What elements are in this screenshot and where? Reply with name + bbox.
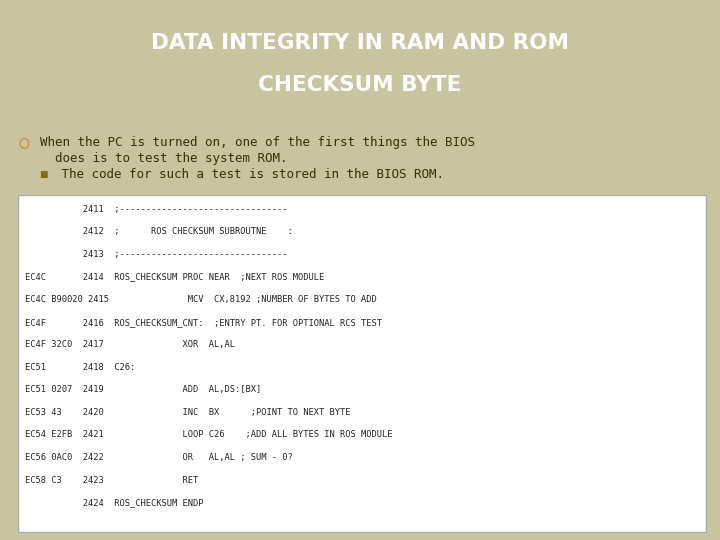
Text: EC58 C3    2423               RET: EC58 C3 2423 RET <box>25 476 199 484</box>
Text: EC4F 32C0  2417               XOR  AL,AL: EC4F 32C0 2417 XOR AL,AL <box>25 340 235 349</box>
Text: EC4C B90020 2415               MCV  CX,8192 ;NUMBER OF BYTES TO ADD: EC4C B90020 2415 MCV CX,8192 ;NUMBER OF … <box>25 295 377 304</box>
Text: EC54 E2FB  2421               LOOP C26    ;ADD ALL BYTES IN ROS MODULE: EC54 E2FB 2421 LOOP C26 ;ADD ALL BYTES I… <box>25 430 392 440</box>
Text: ○: ○ <box>18 137 29 150</box>
Text: ■: ■ <box>40 170 48 179</box>
Text: EC51       2418  C26:: EC51 2418 C26: <box>25 363 135 372</box>
Text: EC56 0AC0  2422               OR   AL,AL ; SUM - 0?: EC56 0AC0 2422 OR AL,AL ; SUM - 0? <box>25 453 293 462</box>
Text: EC53 43    2420               INC  BX      ;POINT TO NEXT BYTE: EC53 43 2420 INC BX ;POINT TO NEXT BYTE <box>25 408 351 417</box>
Text: The code for such a test is stored in the BIOS ROM.: The code for such a test is stored in th… <box>54 168 444 181</box>
Text: 2412  ;      ROS CHECKSUM SUBROUTNE    :: 2412 ; ROS CHECKSUM SUBROUTNE : <box>25 227 293 237</box>
FancyBboxPatch shape <box>18 194 706 531</box>
Text: CHECKSUM BYTE: CHECKSUM BYTE <box>258 75 462 94</box>
Text: EC4C       2414  ROS_CHECKSUM PROC NEAR  ;NEXT ROS MODULE: EC4C 2414 ROS_CHECKSUM PROC NEAR ;NEXT R… <box>25 273 325 281</box>
Text: does is to test the system ROM.: does is to test the system ROM. <box>40 152 287 165</box>
Text: EC4F       2416  ROS_CHECKSUM_CNT:  ;ENTRY PT. FOR OPTIONAL RCS TEST: EC4F 2416 ROS_CHECKSUM_CNT: ;ENTRY PT. F… <box>25 318 382 327</box>
Text: 2424  ROS_CHECKSUM ENDP: 2424 ROS_CHECKSUM ENDP <box>25 498 204 507</box>
Text: When the PC is turned on, one of the first things the BIOS: When the PC is turned on, one of the fir… <box>40 136 474 149</box>
Text: 2411  ;--------------------------------: 2411 ;-------------------------------- <box>25 205 288 214</box>
Text: DATA INTEGRITY IN RAM AND ROM: DATA INTEGRITY IN RAM AND ROM <box>151 33 569 53</box>
Text: 2413  ;--------------------------------: 2413 ;-------------------------------- <box>25 250 288 259</box>
Text: EC51 0207  2419               ADD  AL,DS:[BX]: EC51 0207 2419 ADD AL,DS:[BX] <box>25 386 261 394</box>
